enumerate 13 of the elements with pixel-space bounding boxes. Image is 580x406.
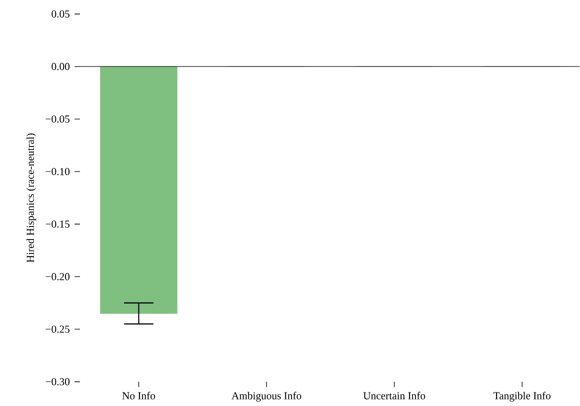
y-tick-label: −0.05 [46, 115, 70, 123]
y-tick-label: −0.10 [46, 168, 70, 176]
x-tick-label: Tangible Info [494, 392, 550, 402]
y-tick-label: −0.30 [46, 378, 70, 386]
y-tick-label: −0.20 [46, 273, 70, 280]
y-tick-label: 0.05 [52, 10, 70, 18]
y-axis-title: Hired Hispanics (race-neutral) [26, 134, 36, 262]
y-tick-label: 0.00 [52, 62, 70, 70]
x-tick-label: Uncertain Info [363, 392, 426, 400]
y-tick-label: −0.25 [46, 326, 70, 333]
x-tick-label: No Info [122, 392, 156, 400]
y-tick-label: −0.15 [46, 220, 70, 228]
x-tick-label: Ambiguous Info [232, 392, 302, 402]
